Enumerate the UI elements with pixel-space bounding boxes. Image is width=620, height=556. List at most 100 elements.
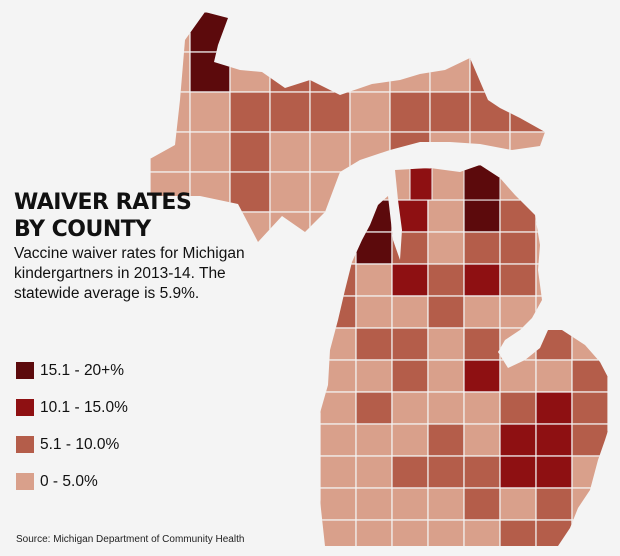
county bbox=[229, 171, 271, 213]
county bbox=[427, 327, 465, 361]
county bbox=[429, 91, 471, 133]
county bbox=[269, 171, 311, 213]
county bbox=[269, 211, 311, 242]
county bbox=[319, 231, 357, 265]
county bbox=[391, 231, 429, 265]
county bbox=[463, 263, 501, 297]
legend: 15.1 - 20+% 10.1 - 15.0% 5.1 - 10.0% 0 -… bbox=[16, 352, 128, 500]
county bbox=[427, 263, 465, 297]
county bbox=[469, 51, 511, 93]
county bbox=[349, 12, 391, 53]
county bbox=[499, 199, 537, 233]
county bbox=[149, 131, 191, 173]
county bbox=[535, 263, 573, 297]
county bbox=[269, 131, 311, 173]
county bbox=[319, 487, 357, 521]
county bbox=[349, 51, 391, 93]
county bbox=[391, 199, 429, 233]
county bbox=[389, 131, 431, 173]
county bbox=[309, 211, 351, 242]
county bbox=[189, 51, 231, 93]
county bbox=[429, 51, 471, 93]
county bbox=[391, 423, 429, 457]
legend-swatch bbox=[16, 362, 34, 379]
legend-item: 5.1 - 10.0% bbox=[16, 426, 128, 463]
county bbox=[149, 91, 191, 133]
county bbox=[463, 295, 501, 329]
county bbox=[355, 455, 393, 489]
county bbox=[319, 391, 357, 425]
county bbox=[229, 91, 271, 133]
county bbox=[319, 295, 357, 329]
county bbox=[429, 12, 471, 53]
legend-swatch bbox=[16, 436, 34, 453]
county bbox=[427, 199, 465, 233]
county bbox=[571, 487, 609, 521]
county bbox=[189, 91, 231, 133]
county bbox=[535, 199, 573, 233]
county bbox=[229, 12, 271, 53]
county bbox=[309, 12, 351, 53]
county bbox=[499, 295, 537, 329]
county bbox=[319, 263, 357, 297]
county bbox=[509, 51, 545, 93]
county bbox=[391, 391, 429, 425]
county bbox=[427, 519, 465, 546]
legend-swatch bbox=[16, 399, 34, 416]
county bbox=[391, 455, 429, 489]
county bbox=[571, 199, 609, 233]
county bbox=[389, 12, 431, 53]
county bbox=[355, 263, 393, 297]
county bbox=[463, 423, 501, 457]
county bbox=[269, 91, 311, 133]
county bbox=[463, 519, 501, 546]
county bbox=[463, 165, 501, 201]
county bbox=[269, 51, 311, 93]
county bbox=[535, 423, 573, 457]
county bbox=[319, 359, 357, 393]
county bbox=[535, 295, 573, 329]
county bbox=[355, 295, 393, 329]
county bbox=[319, 327, 357, 361]
county bbox=[463, 487, 501, 521]
county bbox=[469, 131, 511, 173]
county bbox=[391, 327, 429, 361]
county bbox=[427, 295, 465, 329]
county bbox=[571, 391, 609, 425]
county bbox=[535, 327, 573, 361]
county bbox=[391, 263, 429, 297]
county bbox=[571, 359, 609, 393]
county bbox=[427, 487, 465, 521]
county bbox=[229, 131, 271, 173]
county bbox=[349, 131, 391, 173]
legend-label: 5.1 - 10.0% bbox=[40, 435, 120, 453]
legend-swatch bbox=[16, 473, 34, 490]
county bbox=[389, 51, 431, 93]
county bbox=[355, 487, 393, 521]
legend-label: 15.1 - 20+% bbox=[40, 361, 125, 379]
county bbox=[535, 455, 573, 489]
source-note: Source: Michigan Department of Community… bbox=[16, 534, 245, 545]
county bbox=[355, 423, 393, 457]
county bbox=[309, 171, 351, 213]
county bbox=[499, 359, 537, 393]
county bbox=[189, 12, 231, 53]
county bbox=[571, 295, 609, 329]
county bbox=[355, 199, 393, 233]
county bbox=[499, 263, 537, 297]
county bbox=[355, 231, 393, 265]
county bbox=[149, 51, 191, 93]
county bbox=[427, 231, 465, 265]
county bbox=[355, 391, 393, 425]
legend-label: 10.1 - 15.0% bbox=[40, 398, 128, 416]
county bbox=[269, 12, 311, 53]
county bbox=[469, 12, 511, 53]
county bbox=[319, 519, 357, 546]
county bbox=[535, 487, 573, 521]
county bbox=[391, 359, 429, 393]
county bbox=[463, 391, 501, 425]
county bbox=[535, 359, 573, 393]
county bbox=[355, 359, 393, 393]
legend-item: 15.1 - 20+% bbox=[16, 352, 128, 389]
